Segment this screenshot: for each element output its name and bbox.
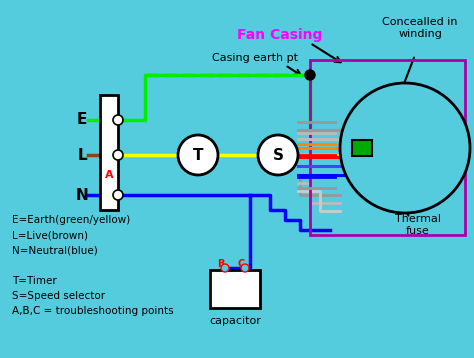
- Circle shape: [305, 70, 315, 80]
- Bar: [310, 60, 465, 235]
- Bar: [352, 140, 372, 156]
- Text: E=Earth(green/yellow)
L=Live(brown)
N=Neutral(blue)

T=Timer
S=Speed selector
A,: E=Earth(green/yellow) L=Live(brown) N=Ne…: [12, 215, 173, 316]
- Circle shape: [340, 83, 470, 213]
- Text: A: A: [105, 170, 113, 180]
- Text: L: L: [77, 147, 87, 163]
- Bar: [100, 95, 118, 210]
- Circle shape: [113, 150, 123, 160]
- Text: S: S: [273, 147, 283, 163]
- Text: C: C: [237, 259, 245, 269]
- Bar: [210, 270, 260, 308]
- Circle shape: [241, 264, 249, 272]
- Text: Fan Casing: Fan Casing: [237, 28, 323, 42]
- Circle shape: [258, 135, 298, 175]
- Text: Thermal
fuse: Thermal fuse: [395, 214, 441, 236]
- Text: Casing earth pt: Casing earth pt: [212, 53, 298, 63]
- Circle shape: [178, 135, 218, 175]
- Text: T: T: [193, 147, 203, 163]
- Circle shape: [113, 115, 123, 125]
- Text: B: B: [217, 259, 225, 269]
- Circle shape: [221, 264, 229, 272]
- Text: Concealled in
winding: Concealled in winding: [382, 17, 458, 39]
- Text: E: E: [77, 112, 87, 127]
- Text: capacitor: capacitor: [209, 316, 261, 326]
- Text: N: N: [76, 188, 88, 203]
- Circle shape: [113, 190, 123, 200]
